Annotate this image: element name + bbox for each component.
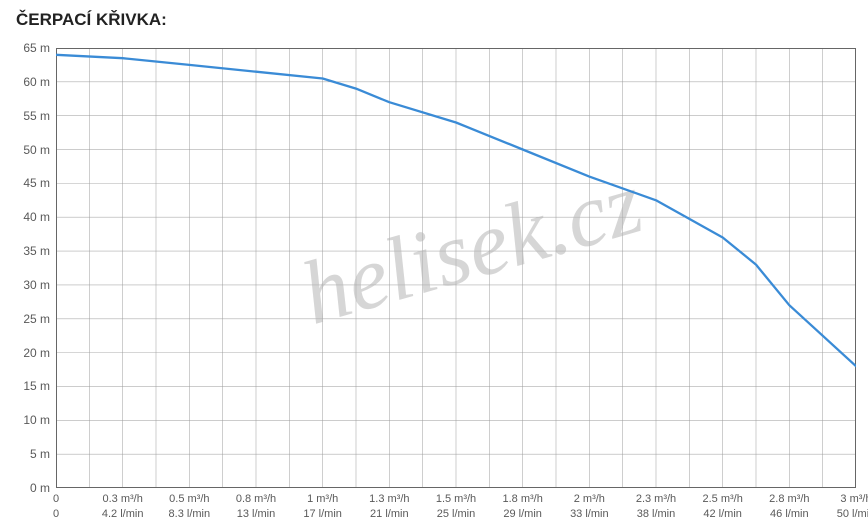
x-axis-label: 3 m³/h50 l/min (837, 488, 868, 522)
y-axis-label: 20 m (23, 346, 56, 360)
y-axis-label: 40 m (23, 210, 56, 224)
x-axis-label: 1.3 m³/h21 l/min (369, 488, 409, 522)
y-axis-label: 10 m (23, 413, 56, 427)
chart-title: ČERPACÍ KŘIVKA: (16, 10, 862, 30)
x-axis-label: 1.8 m³/h29 l/min (502, 488, 542, 522)
y-axis-label: 5 m (30, 447, 56, 461)
x-axis-label: 2.8 m³/h46 l/min (769, 488, 809, 522)
chart-container: helisek.cz 0 m5 m10 m15 m20 m25 m30 m35 … (56, 48, 856, 488)
x-axis-label: 2.5 m³/h42 l/min (702, 488, 742, 522)
x-axis-label: 2.3 m³/h38 l/min (636, 488, 676, 522)
x-axis-label: 0.8 m³/h13 l/min (236, 488, 276, 522)
y-axis-label: 65 m (23, 41, 56, 55)
y-axis-label: 60 m (23, 75, 56, 89)
x-axis-label: 2 m³/h33 l/min (570, 488, 609, 522)
y-axis-label: 50 m (23, 143, 56, 157)
x-axis-label: 1 m³/h17 l/min (303, 488, 342, 522)
x-axis-label: 0.3 m³/h4.2 l/min (102, 488, 144, 522)
y-axis-label: 35 m (23, 244, 56, 258)
y-axis-label: 15 m (23, 379, 56, 393)
x-axis-label: 1.5 m³/h25 l/min (436, 488, 476, 522)
x-axis-label: 00 (53, 488, 59, 522)
x-axis-label: 0.5 m³/h8.3 l/min (169, 488, 211, 522)
y-axis-label: 45 m (23, 176, 56, 190)
y-axis-label: 55 m (23, 109, 56, 123)
y-axis-label: 30 m (23, 278, 56, 292)
pump-curve-chart: helisek.cz (56, 48, 856, 488)
y-axis-label: 25 m (23, 312, 56, 326)
